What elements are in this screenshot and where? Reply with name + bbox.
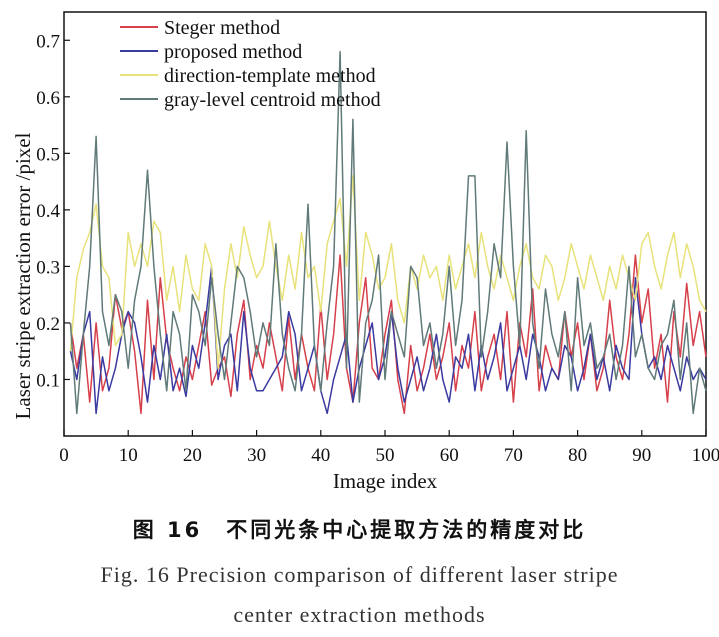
legend: Steger method proposed method direction-… xyxy=(120,17,381,111)
y-tick-label: 0.1 xyxy=(36,370,60,391)
legend-label-direction-template: direction-template method xyxy=(164,65,376,87)
y-tick-label: 0.6 xyxy=(36,88,60,109)
y-tick-label: 0.3 xyxy=(36,257,60,278)
y-axis-title: Laser stripe extraction error /pixel xyxy=(11,132,35,419)
legend-label-steger: Steger method xyxy=(164,17,280,39)
legend-label-gray-level: gray-level centroid method xyxy=(164,89,381,111)
x-tick-label: 60 xyxy=(440,445,459,466)
series-line-direction-template-method xyxy=(69,175,707,369)
legend-label-proposed: proposed method xyxy=(164,41,302,63)
x-tick-label: 80 xyxy=(568,445,587,466)
y-tick-label: 0.4 xyxy=(36,201,60,222)
x-tick-label: 20 xyxy=(183,445,202,466)
y-tick-label: 0.7 xyxy=(36,31,60,52)
x-tick-label: 10 xyxy=(119,445,138,466)
x-tick-label: 90 xyxy=(632,445,651,466)
y-tick-label: 0.2 xyxy=(36,314,60,335)
x-tick-label: 70 xyxy=(504,445,523,466)
x-tick-label: 50 xyxy=(376,445,395,466)
figure-caption-english-line1: Fig. 16 Precision comparison of differen… xyxy=(100,562,619,587)
figure-caption-english-line2: center extraction methods xyxy=(233,602,486,627)
x-tick-label: 40 xyxy=(311,445,330,466)
series-line-proposed-method xyxy=(69,265,707,415)
figure-caption-chinese: 图 16 不同光条中心提取方法的精度对比 xyxy=(132,518,587,542)
x-axis-title: Image index xyxy=(333,469,438,493)
x-tick-label: 100 xyxy=(692,445,719,466)
chart: 0 10 20 30 40 50 60 70 80 90 100 0.1 0.2 0.3 0.4 0.5 0.6… xyxy=(11,11,719,493)
x-tick-label: 30 xyxy=(247,445,266,466)
y-tick-label: 0.5 xyxy=(36,144,60,165)
tick-layer: 0 10 20 30 40 50 60 70 80 90 100 0.1 0.2 0.3 0.4 0.5 0.6… xyxy=(36,31,719,466)
series-line-gray-level-centroid-method xyxy=(69,50,707,415)
x-tick-label: 0 xyxy=(59,445,69,466)
series-layer xyxy=(69,50,707,415)
